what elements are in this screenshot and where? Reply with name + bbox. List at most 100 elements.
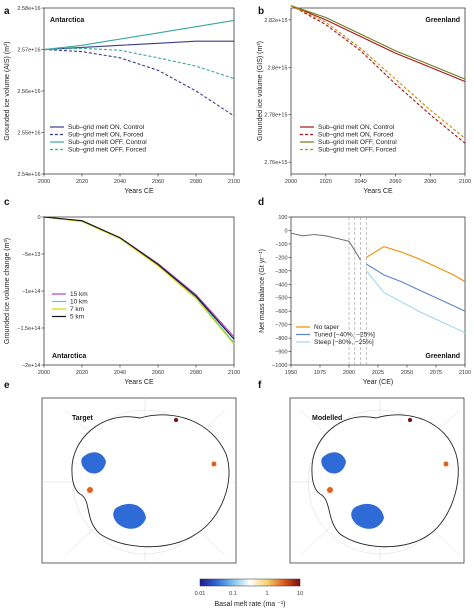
panel-a-line-chart: 2000 2020 2040 2060 2080 2100 2.54e+16 2.55e+16… bbox=[4, 6, 240, 195]
panel-b-legend-label: Sub–grid melt OFF, Forced bbox=[318, 147, 396, 154]
panel-d-y-tick-label: −500 bbox=[275, 296, 287, 302]
panel-f-coastline bbox=[311, 414, 459, 548]
panel-b-x-axis-label: Years CE bbox=[363, 188, 393, 195]
panel-d-y-tick-label: −800 bbox=[275, 336, 287, 342]
panel-d-y-tick-label: −100 bbox=[275, 242, 287, 248]
colorbar-label: Basal melt rate (ma ⁻¹) bbox=[215, 601, 286, 608]
panel-f-melt-hotspot bbox=[443, 461, 449, 467]
panel-a-y-tick-label: 2.55e+16 bbox=[17, 131, 40, 137]
panel-c-legend-label: 15 km bbox=[70, 291, 88, 298]
panel-b-plot-frame bbox=[290, 7, 466, 175]
panel-d-y-axis-label: Net mass balance (Gt yr⁻¹) bbox=[259, 249, 266, 333]
panel-b-legend-label: Sub–grid melt ON, Forced bbox=[318, 132, 394, 139]
panel-d-x-tick-label: 2050 bbox=[401, 370, 413, 376]
panel-d-legend-label: Steep [−80%, −25%] bbox=[314, 339, 374, 346]
panel-d-series-line bbox=[290, 232, 362, 261]
panel-b-x-tick-label: 2000 bbox=[285, 179, 297, 185]
panel-b-y-tick-label: 2.8e+15 bbox=[267, 65, 287, 71]
panel-d-line-chart: 1950 1975 2000 2025 2050 2075 2100 100 0 −100 −200… bbox=[259, 215, 471, 386]
panel-c-title: Antarctica bbox=[52, 353, 86, 360]
panel-c-y-tick-label: −2e+14 bbox=[22, 363, 41, 369]
panel-a-x-tick-label: 2080 bbox=[190, 179, 202, 185]
colorbar-gradient bbox=[199, 578, 301, 587]
panel-c-legend-label: 5 km bbox=[70, 314, 84, 321]
panel-a-series-line bbox=[43, 47, 235, 80]
panel-d-y-tick-label: −1000 bbox=[272, 363, 287, 369]
panel-f-melt-map: Modelled bbox=[289, 397, 465, 564]
panel-b-y-axis-label: Grounded ice volume (GIS) (m³) bbox=[257, 41, 264, 141]
panel-d-y-tick-label: 100 bbox=[278, 215, 287, 221]
colorbar-tick: 0.01 bbox=[195, 591, 206, 597]
panel-label-b: b bbox=[258, 6, 264, 17]
panel-b-y-tick-label: 2.78e+15 bbox=[264, 113, 287, 119]
panel-c-y-tick-label: −5e+13 bbox=[22, 252, 41, 258]
panel-label-a: a bbox=[4, 6, 10, 17]
panel-a-title: Antarctica bbox=[50, 17, 84, 24]
panel-e-melt-map: Target bbox=[41, 397, 237, 564]
panel-b-legend-label: Sub–grid melt OFF, Control bbox=[318, 139, 397, 146]
panel-d-x-tick-label: 2075 bbox=[430, 370, 442, 376]
panel-d-y-tick-label: −700 bbox=[275, 323, 287, 329]
panel-b-series-line bbox=[290, 5, 466, 83]
panel-c-y-tick-label: −1.5e+14 bbox=[17, 326, 40, 332]
panel-c-x-axis-label: Years CE bbox=[124, 379, 154, 386]
panel-a-y-tick-label: 2.57e+16 bbox=[17, 48, 40, 54]
panel-c-x-tick-label: 2040 bbox=[114, 370, 126, 376]
panel-a-y-axis-label: Grounded ice volume (AIS) (m³) bbox=[4, 41, 11, 140]
panel-b-y-tick-label: 2.76e+15 bbox=[264, 160, 287, 166]
panel-e-title: Target bbox=[72, 415, 94, 422]
panel-f-ice-shelf-ross bbox=[351, 503, 384, 529]
panel-a-x-tick-label: 2020 bbox=[76, 179, 88, 185]
colorbar-tick: 1 bbox=[265, 591, 268, 597]
panel-c-legend-label: 10 km bbox=[70, 299, 88, 306]
panel-b-x-tick-label: 2020 bbox=[320, 179, 332, 185]
panel-a-series-line bbox=[43, 40, 234, 51]
panel-e-melt-hotspot bbox=[211, 461, 217, 467]
colorbar-tick: 10 bbox=[297, 591, 303, 597]
colorbar: 0.01 0.1 1 10 Basal melt rate (ma ⁻¹) bbox=[195, 578, 303, 608]
panel-label-f: f bbox=[258, 380, 262, 391]
panel-a-legend-label: Sub–grid melt ON, Control bbox=[68, 124, 145, 131]
panel-d-legend-label: No taper bbox=[314, 324, 340, 331]
panel-e-coastline bbox=[71, 414, 230, 548]
panel-e-melt-hotspot bbox=[174, 418, 178, 422]
panel-a-y-tick-label: 2.56e+16 bbox=[17, 89, 40, 95]
panel-b-series-line bbox=[290, 5, 466, 80]
panel-b-y-tick-label: 2.82e+15 bbox=[264, 18, 287, 24]
panel-c-y-tick-label: 0 bbox=[37, 215, 40, 221]
panel-d-y-tick-label: −900 bbox=[275, 350, 287, 356]
panel-c-legend-label: 7 km bbox=[70, 306, 84, 313]
panel-f-ice-shelf-west bbox=[321, 452, 346, 474]
colorbar-tick: 0.1 bbox=[229, 591, 237, 597]
panel-c-y-tick-label: −1e+14 bbox=[22, 289, 41, 295]
panel-b-series-line bbox=[290, 5, 466, 139]
panel-a-y-tick-label: 2.58e+16 bbox=[17, 6, 40, 12]
panel-a-x-tick-label: 2040 bbox=[114, 179, 126, 185]
panel-c-series-line bbox=[43, 216, 235, 344]
panel-b-x-tick-label: 2080 bbox=[424, 179, 436, 185]
panel-d-series-line bbox=[365, 270, 466, 334]
panel-d-y-tick-label: −600 bbox=[275, 309, 287, 315]
panel-c-x-tick-label: 2060 bbox=[152, 370, 164, 376]
panel-b-legend-label: Sub–grid melt ON, Control bbox=[318, 124, 395, 131]
panel-f-melt-hotspot bbox=[408, 418, 412, 422]
panel-c-x-tick-label: 2000 bbox=[38, 370, 50, 376]
panel-c-line-chart: 2000 2020 2040 2060 2080 2100 0 −5e+13 −1e+14 −1.… bbox=[4, 215, 240, 386]
panel-c-x-tick-label: 2020 bbox=[76, 370, 88, 376]
panel-d-x-tick-label: 1950 bbox=[285, 370, 297, 376]
panel-b-line-chart: 2000 2020 2040 2060 2080 2100 2.76e+15 2.78e+15… bbox=[257, 5, 471, 195]
panel-f-title: Modelled bbox=[312, 415, 342, 422]
panel-d-x-tick-label: 2025 bbox=[372, 370, 384, 376]
panel-a-legend-label: Sub–grid melt OFF, Control bbox=[68, 139, 147, 146]
panel-b-x-tick-label: 2040 bbox=[354, 179, 366, 185]
panel-a-series-line bbox=[43, 48, 235, 117]
panel-a-x-tick-label: 2100 bbox=[228, 179, 240, 185]
panel-d-title: Greenland bbox=[425, 353, 460, 360]
panel-c-x-tick-label: 2100 bbox=[228, 370, 240, 376]
panel-a-legend-label: Sub–grid melt ON, Forced bbox=[68, 132, 144, 139]
panel-d-x-tick-label: 2100 bbox=[459, 370, 471, 376]
panel-label-c: c bbox=[4, 197, 10, 208]
panel-e-frame bbox=[41, 397, 237, 564]
panel-d-series-line bbox=[366, 263, 466, 312]
